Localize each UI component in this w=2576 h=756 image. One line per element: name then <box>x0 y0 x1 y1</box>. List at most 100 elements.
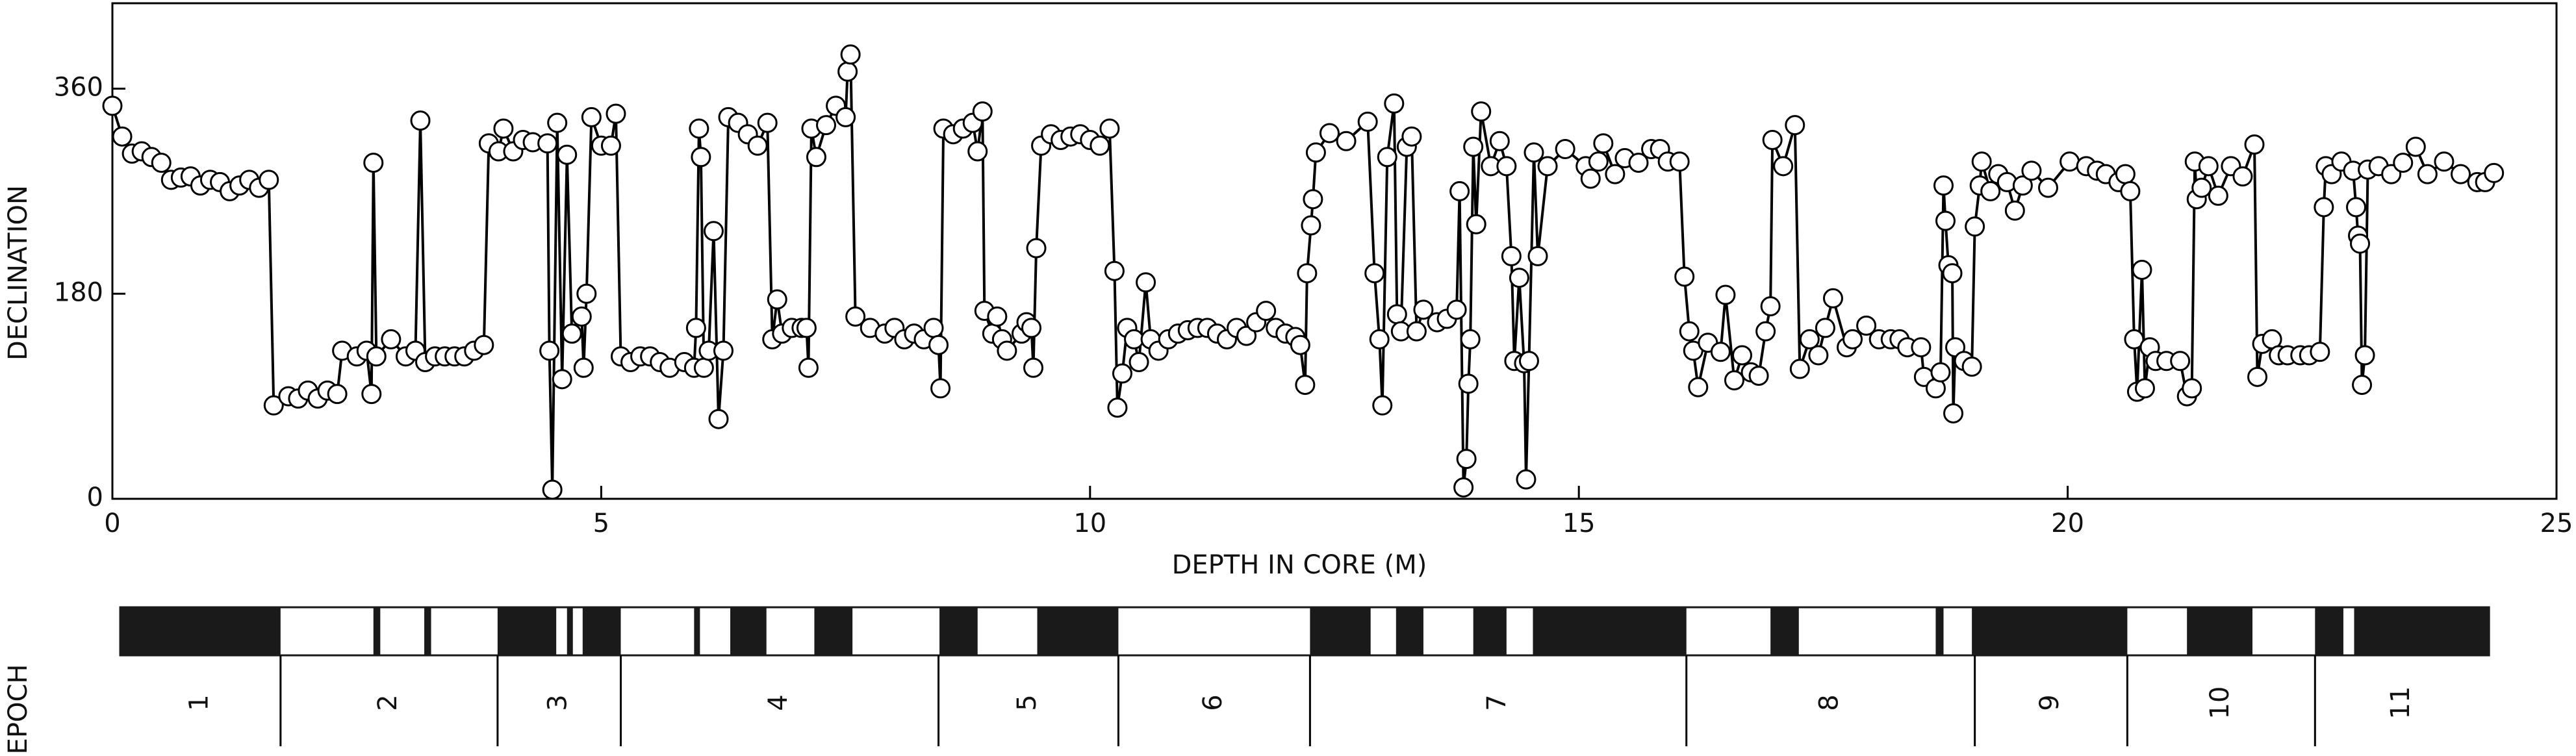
polarity-band <box>814 607 853 655</box>
data-point <box>2120 181 2141 201</box>
polarity-band <box>582 607 621 655</box>
epoch-label: 2 <box>373 694 403 711</box>
data-point <box>1518 351 1539 372</box>
data-point <box>1023 357 1044 378</box>
data-point <box>923 318 944 338</box>
polarity-band <box>2187 607 2253 655</box>
data-point <box>1136 272 1156 293</box>
data-point <box>1446 299 1467 320</box>
data-point <box>1021 318 1042 338</box>
polarity-band <box>1935 607 1944 655</box>
data-point <box>363 153 384 173</box>
data-point <box>2198 156 2219 177</box>
data-point <box>2244 134 2265 155</box>
data-point <box>263 395 284 416</box>
data-point <box>1401 126 1422 147</box>
data-point <box>1943 403 1964 423</box>
data-point <box>2012 175 2033 196</box>
data-point <box>259 170 279 190</box>
data-point <box>557 144 578 165</box>
data-point <box>1496 156 1517 177</box>
data-point <box>2060 151 2080 172</box>
data-point <box>1303 189 1323 210</box>
data-point <box>1799 329 1820 349</box>
data-point <box>410 110 431 131</box>
data-point <box>1384 93 1405 114</box>
epoch-label: 5 <box>1012 694 1042 711</box>
data-point <box>1449 181 1470 201</box>
x-tick-label: 15 <box>1562 509 1596 538</box>
data-point <box>1674 266 1695 287</box>
data-point <box>1112 363 1132 384</box>
data-point <box>1509 268 1529 288</box>
data-point <box>2191 177 2212 198</box>
y-tick-label: 360 <box>54 73 103 103</box>
epoch-label: 8 <box>1815 694 1844 711</box>
data-point <box>987 306 1008 327</box>
x-tick-label: 20 <box>2051 509 2084 538</box>
data-point <box>2484 162 2505 183</box>
data-point <box>1524 142 1544 163</box>
data-point <box>806 147 826 168</box>
epoch-label: 7 <box>1482 694 1512 711</box>
data-point <box>1843 329 1863 349</box>
data-point <box>1628 153 1649 173</box>
data-point <box>1290 334 1310 355</box>
data-point <box>1453 477 1474 498</box>
epoch-label: 6 <box>1198 694 1228 711</box>
data-point <box>561 323 582 344</box>
data-point <box>1527 246 1548 266</box>
data-point <box>2115 164 2136 184</box>
data-point <box>2247 366 2268 387</box>
epoch-label: 3 <box>543 694 573 711</box>
data-point <box>571 306 592 327</box>
data-point <box>1715 284 1736 305</box>
polarity-bar <box>119 606 2490 657</box>
data-point <box>493 118 514 139</box>
polarity-band <box>424 607 431 655</box>
x-axis-title: DEPTH IN CORE (M) <box>1172 550 1427 580</box>
data-point <box>361 384 382 405</box>
data-point <box>1386 304 1407 325</box>
data-point <box>2134 378 2155 399</box>
data-point <box>1372 395 1393 416</box>
data-point <box>576 283 597 304</box>
data-point <box>2038 177 2059 198</box>
data-point <box>1965 216 1985 237</box>
data-point <box>1295 375 1316 396</box>
data-point <box>1305 142 1326 163</box>
data-point <box>2021 160 2042 181</box>
data-point <box>1942 263 1963 284</box>
data-point <box>1580 168 1601 189</box>
data-point <box>1935 210 1956 231</box>
data-point <box>1679 321 1700 342</box>
epoch-label: 9 <box>2035 694 2065 711</box>
data-point <box>1724 370 1744 391</box>
data-point <box>1301 215 1321 236</box>
data-point <box>1357 111 1378 132</box>
data-point <box>689 118 709 139</box>
polarity-band <box>567 607 573 655</box>
x-tick-label: 10 <box>1073 509 1106 538</box>
data-point <box>1933 175 1954 196</box>
data-point <box>1930 362 1951 383</box>
polarity-band <box>939 607 978 655</box>
data-point <box>1129 352 1149 373</box>
polarity-band <box>373 607 381 655</box>
polarity-band <box>2354 607 2490 655</box>
data-point <box>713 340 733 361</box>
epoch-label: 11 <box>2386 687 2416 720</box>
data-point <box>2132 259 2152 280</box>
data-point <box>693 357 714 378</box>
data-point <box>1808 345 1829 366</box>
data-point <box>1773 156 1794 177</box>
data-point <box>1489 131 1510 151</box>
data-point <box>930 378 951 399</box>
data-point <box>573 357 594 378</box>
data-point <box>2170 351 2191 372</box>
data-point <box>2124 329 2145 349</box>
data-point <box>1460 329 1481 349</box>
data-point <box>112 126 133 147</box>
data-point <box>2350 233 2371 254</box>
